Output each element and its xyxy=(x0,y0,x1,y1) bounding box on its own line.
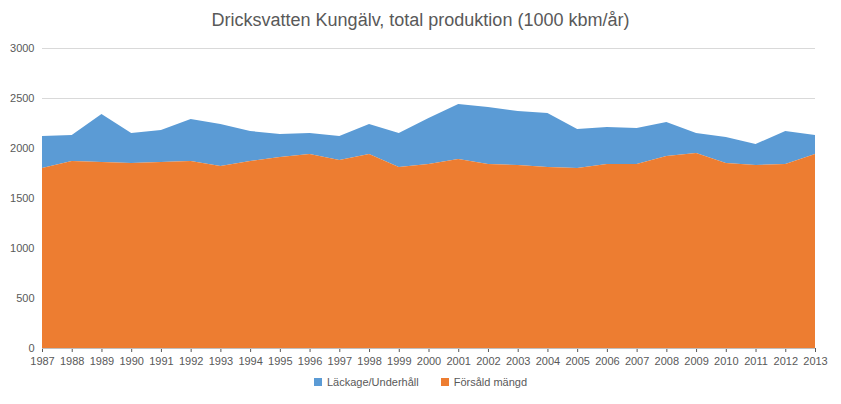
svg-text:1988: 1988 xyxy=(60,355,84,367)
svg-text:2013: 2013 xyxy=(803,355,827,367)
svg-text:1991: 1991 xyxy=(149,355,173,367)
svg-text:1987: 1987 xyxy=(30,355,54,367)
svg-text:2004: 2004 xyxy=(536,355,560,367)
svg-text:1993: 1993 xyxy=(209,355,233,367)
svg-text:2005: 2005 xyxy=(565,355,589,367)
svg-text:2000: 2000 xyxy=(417,355,441,367)
svg-text:1998: 1998 xyxy=(357,355,381,367)
svg-text:1989: 1989 xyxy=(90,355,114,367)
svg-text:2011: 2011 xyxy=(744,355,768,367)
svg-text:2008: 2008 xyxy=(655,355,679,367)
svg-text:2010: 2010 xyxy=(714,355,738,367)
svg-text:1995: 1995 xyxy=(268,355,292,367)
html-text:Dricksvatten Kungälv, total pr: Dricksvatten Kungälv, total produktion (… xyxy=(211,10,630,30)
svg-text:2003: 2003 xyxy=(506,355,530,367)
html-text:Försåld mängd: Försåld mängd xyxy=(453,376,527,388)
svg-text:1994: 1994 xyxy=(238,355,262,367)
svg-text:1500: 1500 xyxy=(10,192,34,204)
svg-text:1992: 1992 xyxy=(179,355,203,367)
svg-text:2012: 2012 xyxy=(774,355,798,367)
svg-text:2500: 2500 xyxy=(10,92,34,104)
svg-text:2001: 2001 xyxy=(446,355,470,367)
svg-text:2000: 2000 xyxy=(10,142,34,154)
svg-text:0: 0 xyxy=(28,342,34,354)
svg-text:500: 500 xyxy=(16,292,34,304)
svg-text:1999: 1999 xyxy=(387,355,411,367)
svg-text:1990: 1990 xyxy=(119,355,143,367)
svg-text:2006: 2006 xyxy=(595,355,619,367)
svg-text:1997: 1997 xyxy=(328,355,352,367)
svg-text:1000: 1000 xyxy=(10,242,34,254)
svg-text:2002: 2002 xyxy=(476,355,500,367)
svg-text:1996: 1996 xyxy=(298,355,322,367)
svg-text:3000: 3000 xyxy=(10,42,34,54)
svg-text:2007: 2007 xyxy=(625,355,649,367)
svg-text:2009: 2009 xyxy=(684,355,708,367)
html-text:Läckage/Underhåll: Läckage/Underhåll xyxy=(326,376,419,388)
